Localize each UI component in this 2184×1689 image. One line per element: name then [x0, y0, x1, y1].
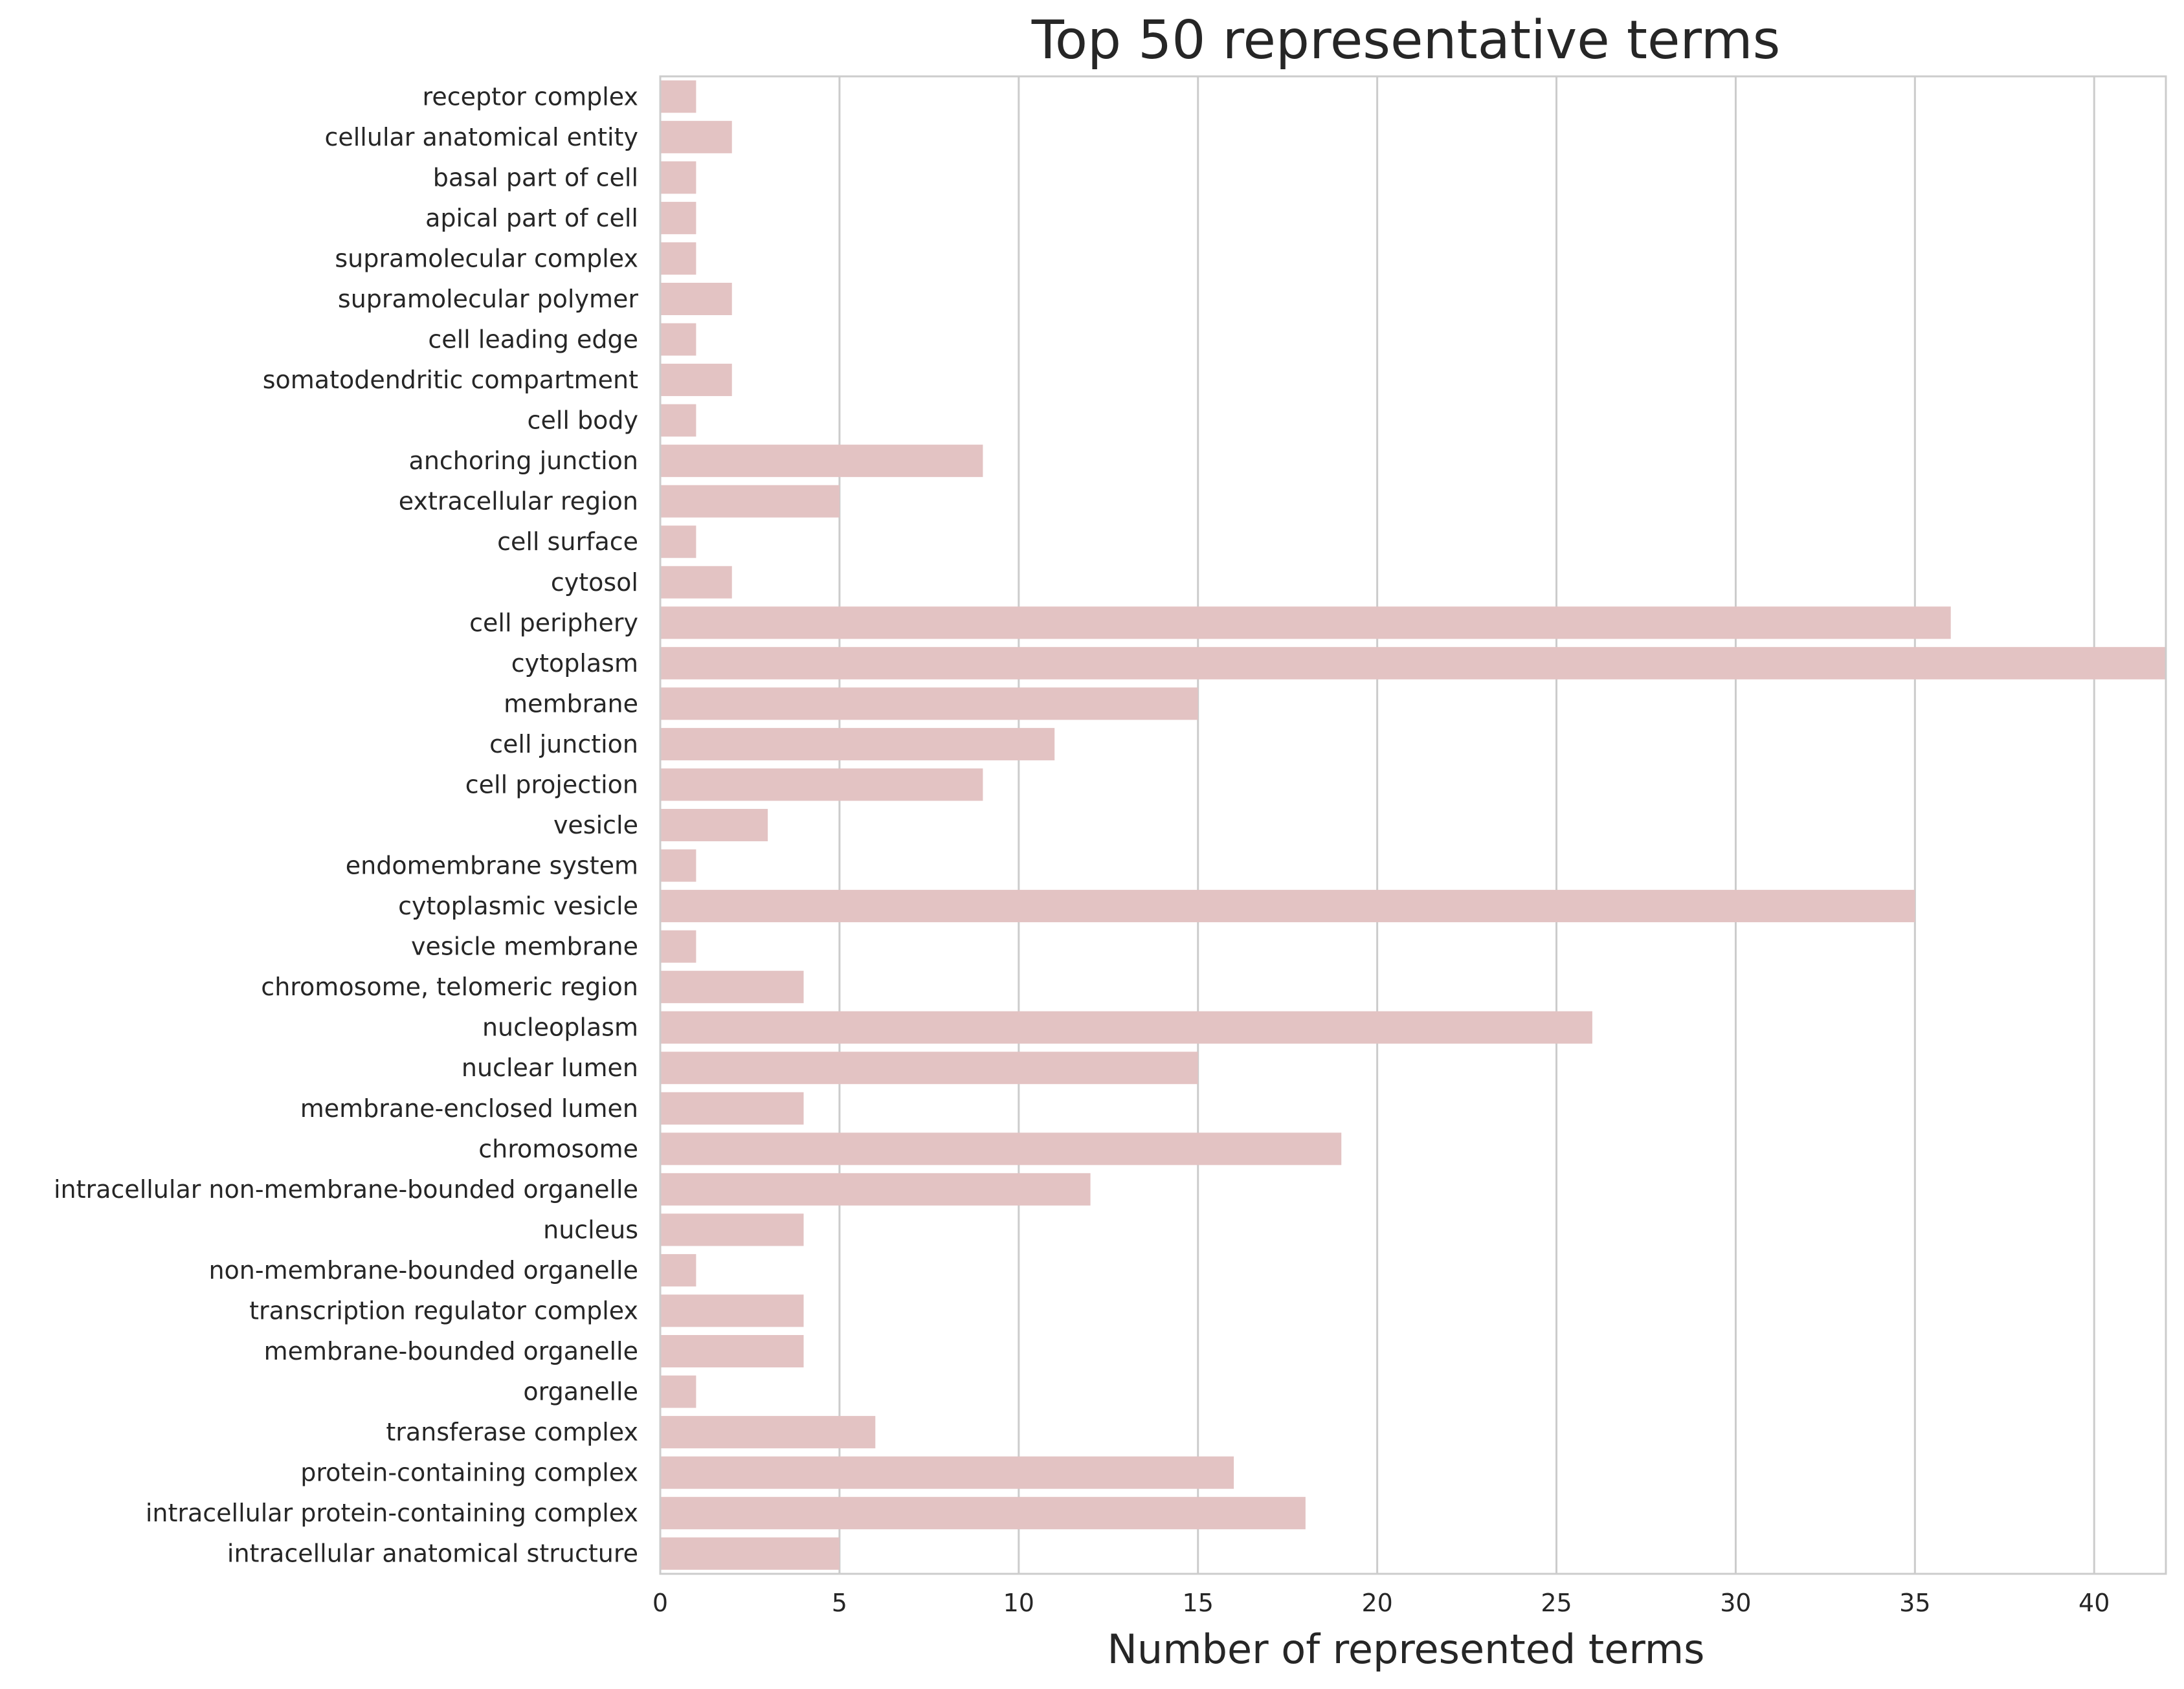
y-tick-label: nuclear lumen: [462, 1054, 638, 1082]
bar: [660, 525, 696, 558]
y-tick-label: chromosome, telomeric region: [261, 973, 638, 1001]
x-tick-label: 20: [1361, 1589, 1392, 1617]
bar: [660, 1253, 696, 1286]
bar: [660, 282, 732, 315]
bars: [660, 80, 2166, 1570]
y-tick-label: receptor complex: [423, 82, 638, 111]
x-tick-label: 40: [2078, 1589, 2110, 1617]
gridlines: [838, 76, 2095, 1574]
y-tick-label: cytoplasm: [511, 649, 638, 678]
y-tick-label: transferase complex: [386, 1418, 638, 1446]
bar: [660, 1213, 804, 1246]
y-tick-label: vesicle: [553, 811, 638, 839]
y-tick-label: cellular anatomical entity: [324, 123, 638, 151]
y-tick-label: intracellular protein-containing complex: [146, 1499, 638, 1527]
x-axis-label: Number of represented terms: [1108, 1626, 1705, 1673]
bar: [660, 1416, 876, 1449]
bar: [660, 971, 804, 1004]
y-tick-label: membrane: [504, 689, 638, 718]
y-tick-label: extracellular region: [399, 487, 638, 516]
y-tick-label: cell body: [528, 406, 638, 435]
x-tick-label: 25: [1541, 1589, 1572, 1617]
y-tick-label: cell junction: [489, 730, 638, 758]
bar: [660, 364, 732, 397]
x-tick-label: 5: [832, 1589, 847, 1617]
bar: [660, 1456, 1234, 1489]
bar: [660, 1537, 840, 1570]
bar: [660, 1011, 1592, 1044]
bar: [660, 1052, 1198, 1085]
x-tick-labels: 0 5 10 15 20 25 30 35 40: [652, 1589, 2110, 1617]
y-tick-label: transcription regulator complex: [249, 1296, 638, 1325]
x-tick-label: 15: [1183, 1589, 1214, 1617]
bar: [660, 1173, 1091, 1206]
bar: [660, 485, 840, 518]
bar: [660, 890, 1915, 923]
y-tick-label: endomembrane system: [346, 852, 638, 880]
y-tick-label: supramolecular complex: [335, 244, 638, 272]
x-tick-label: 10: [1003, 1589, 1034, 1617]
y-tick-label: organelle: [523, 1378, 638, 1406]
bar: [660, 687, 1198, 720]
y-tick-label: cell projection: [465, 770, 638, 799]
y-tick-label: intracellular non-membrane-bounded organ…: [54, 1175, 638, 1204]
bar: [660, 606, 1951, 639]
y-tick-label: nucleus: [543, 1215, 638, 1244]
bar: [660, 1132, 1342, 1165]
bar: [660, 80, 696, 113]
y-tick-label: non-membrane-bounded organelle: [208, 1256, 638, 1285]
bar: [660, 808, 768, 842]
bar: [660, 323, 696, 356]
bar: [660, 242, 696, 275]
y-tick-label: intracellular anatomical structure: [227, 1540, 638, 1568]
y-tick-label: nucleoplasm: [482, 1013, 638, 1042]
y-tick-label: vesicle membrane: [411, 933, 638, 961]
y-tick-label: membrane-bounded organelle: [264, 1337, 638, 1365]
y-tick-label: anchoring junction: [409, 447, 638, 475]
y-tick-label: somatodendritic compartment: [263, 366, 638, 394]
y-tick-label: apical part of cell: [425, 204, 638, 232]
chart-title: Top 50 representative terms: [1031, 10, 1781, 71]
bar: [660, 445, 983, 478]
y-tick-label: chromosome: [478, 1134, 638, 1163]
bar: [660, 566, 732, 599]
bar: [660, 727, 1055, 760]
y-tick-label: basal part of cell: [433, 163, 638, 192]
y-tick-label: cytosol: [551, 568, 638, 597]
bar: [660, 1375, 696, 1408]
bar: [660, 1497, 1306, 1530]
y-tick-label: supramolecular polymer: [338, 285, 638, 313]
plot-frame: [659, 75, 2167, 1575]
x-tick-label: 0: [652, 1589, 668, 1617]
y-tick-label: membrane-enclosed lumen: [300, 1094, 638, 1123]
bar: [660, 1294, 804, 1327]
x-tick-label: 30: [1720, 1589, 1751, 1617]
bar: [660, 161, 696, 194]
y-tick-label: protein-containing complex: [300, 1459, 638, 1487]
bar: [660, 849, 696, 882]
y-tick-label: cell periphery: [469, 608, 638, 637]
bar: [660, 1092, 804, 1125]
y-tick-labels: receptor complex cellular anatomical enti…: [54, 82, 638, 1567]
bar: [660, 930, 696, 963]
bar: [660, 1335, 804, 1368]
y-tick-label: cytoplasmic vesicle: [398, 892, 638, 920]
y-tick-label: cell surface: [497, 527, 638, 556]
bar: [660, 201, 696, 234]
bar: [660, 120, 732, 153]
bar: [660, 768, 983, 801]
bar: [660, 646, 2166, 679]
y-tick-label: cell leading edge: [428, 326, 638, 354]
x-tick-label: 35: [1899, 1589, 1930, 1617]
bar: [660, 404, 696, 437]
